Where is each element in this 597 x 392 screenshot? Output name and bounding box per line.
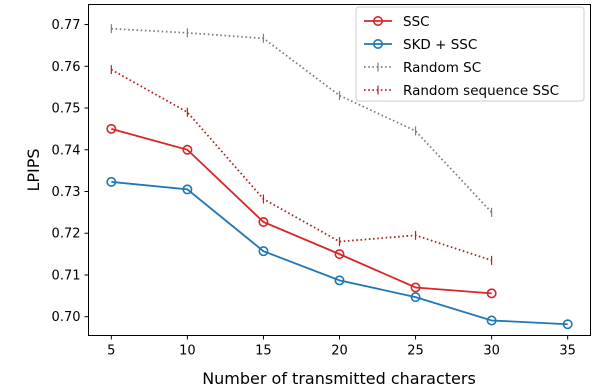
data-point bbox=[106, 176, 117, 187]
y-axis-label: LPIPS bbox=[24, 148, 43, 191]
legend-label: SSC bbox=[403, 14, 430, 30]
series-line bbox=[111, 27, 493, 213]
legend-swatch-marker bbox=[372, 15, 383, 26]
data-point bbox=[258, 246, 269, 257]
legend: SSC SKD + SSC Random SC Random sequence SSC bbox=[355, 6, 585, 102]
x-tick-label: 25 bbox=[407, 344, 424, 359]
y-tick-label: 0.70 bbox=[52, 310, 81, 325]
y-tick-label: 0.76 bbox=[52, 60, 81, 75]
legend-label: SKD + SSC bbox=[403, 37, 477, 53]
data-point bbox=[486, 315, 497, 326]
legend-entry: Random SC bbox=[364, 60, 481, 76]
x-tick-label: 20 bbox=[331, 344, 348, 359]
y-tick-label: 0.74 bbox=[52, 143, 81, 158]
x-tick-label: 10 bbox=[179, 344, 196, 359]
series-line bbox=[111, 181, 568, 326]
y-tick-label: 0.75 bbox=[52, 102, 81, 117]
legend-entry: SSC bbox=[364, 14, 430, 30]
series-ssc bbox=[106, 123, 497, 299]
legend-box bbox=[355, 6, 585, 102]
y-tick-label: 0.73 bbox=[52, 185, 81, 200]
data-point bbox=[258, 216, 269, 227]
data-point bbox=[562, 319, 573, 330]
x-tick-label: 15 bbox=[255, 344, 272, 359]
y-tick-label: 0.77 bbox=[52, 18, 81, 33]
x-tick-label: 30 bbox=[483, 344, 500, 359]
legend-entry: Random sequence SSC bbox=[364, 83, 559, 99]
data-point bbox=[182, 184, 193, 195]
data-point bbox=[334, 249, 345, 260]
data-point bbox=[486, 288, 497, 299]
x-tick-label: 35 bbox=[559, 344, 576, 359]
series-skd-ssc bbox=[106, 176, 573, 330]
plot-area bbox=[106, 24, 573, 330]
series-line bbox=[110, 68, 492, 262]
data-point bbox=[410, 292, 421, 303]
data-point bbox=[410, 282, 421, 293]
x-axis-ticks: 5 10 15 20 25 30 35 bbox=[107, 335, 576, 359]
data-point bbox=[182, 144, 193, 155]
y-tick-label: 0.71 bbox=[52, 268, 81, 283]
series-random-sc bbox=[110, 24, 493, 217]
legend-swatch-marker bbox=[372, 38, 383, 49]
y-axis-ticks: 0.70 0.71 0.72 0.73 0.74 0.75 0.76 0.77 bbox=[52, 18, 89, 325]
x-axis-label: Number of transmitted characters bbox=[202, 369, 476, 388]
data-point bbox=[334, 275, 345, 286]
legend-label: Random sequence SSC bbox=[403, 83, 559, 99]
series-random-sequence-ssc bbox=[110, 65, 493, 265]
x-tick-label: 5 bbox=[107, 344, 115, 359]
data-point bbox=[106, 123, 117, 134]
series-line bbox=[111, 128, 492, 295]
legend-label: Random SC bbox=[403, 60, 481, 76]
legend-entry: SKD + SSC bbox=[364, 37, 477, 53]
y-tick-label: 0.72 bbox=[52, 227, 81, 242]
